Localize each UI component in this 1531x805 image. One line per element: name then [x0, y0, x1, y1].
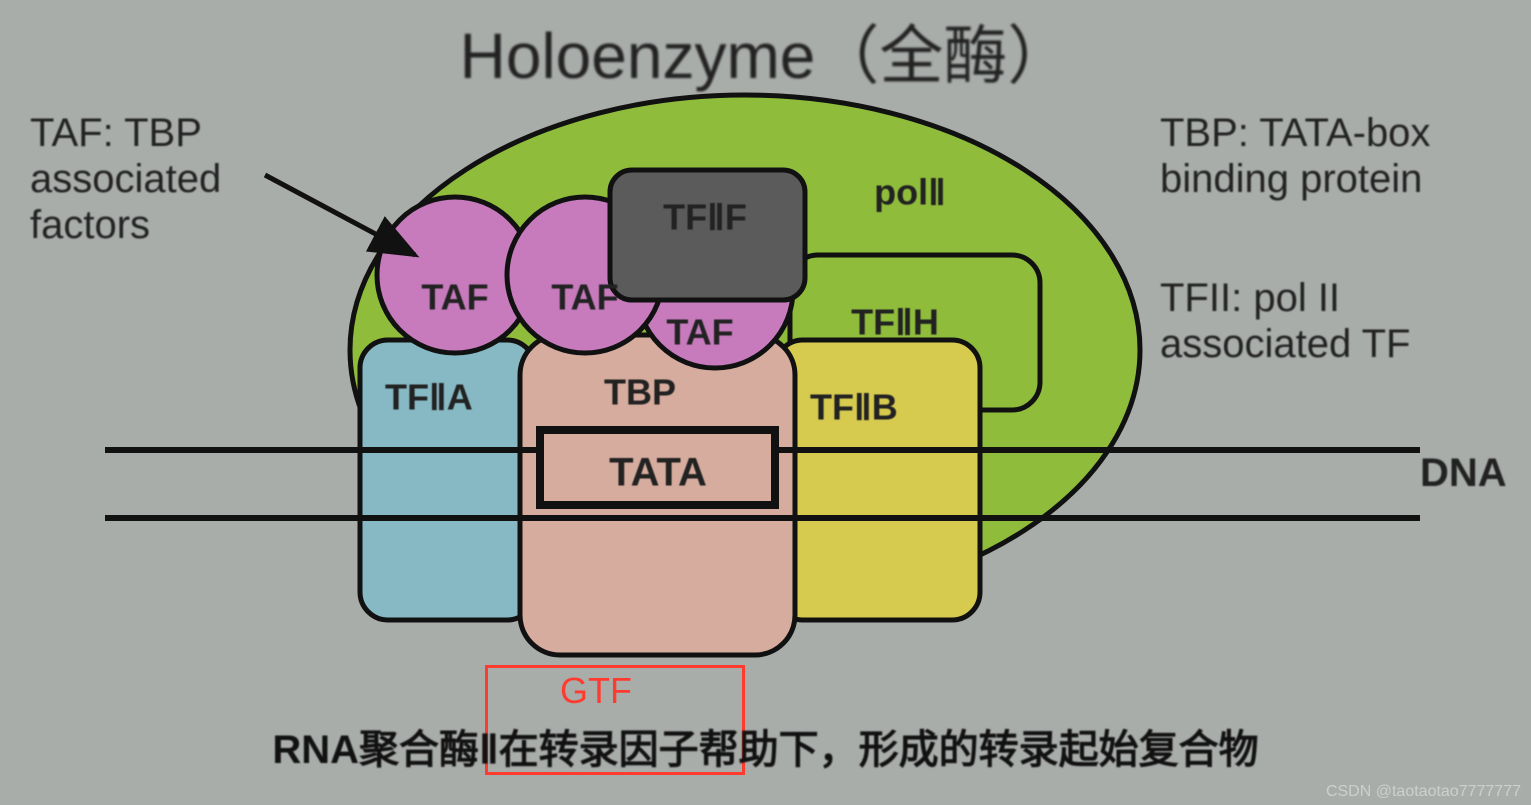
tfiif-label: TFⅡF: [663, 197, 747, 238]
tfiih-label: TFⅡH: [851, 302, 939, 343]
tbp-label: TBP: [604, 372, 676, 413]
gtf-annotation-label: GTF: [560, 670, 632, 712]
tata-label: TATA: [609, 451, 707, 495]
taf1-label: TAF: [421, 277, 488, 318]
taf2-label: TAF: [551, 277, 618, 318]
polii-label: polⅡ: [874, 172, 946, 213]
tfiib-shape: [775, 340, 980, 620]
bottom-caption: RNA聚合酶Ⅱ在转录因子帮助下，形成的转录起始复合物: [0, 717, 1531, 775]
tfiib-label: TFⅡB: [810, 387, 898, 428]
watermark-text: CSDN @taotaotao7777777: [1326, 783, 1521, 801]
taf-pointer-arrow: [265, 175, 415, 255]
taf3-label: TAF: [666, 312, 733, 353]
holoenzyme-diagram: polⅡ TFⅡA TBP TFⅡB TFⅡH TAF TAF TAF TFⅡF…: [0, 0, 1531, 805]
tfiia-label: TFⅡA: [385, 377, 473, 418]
